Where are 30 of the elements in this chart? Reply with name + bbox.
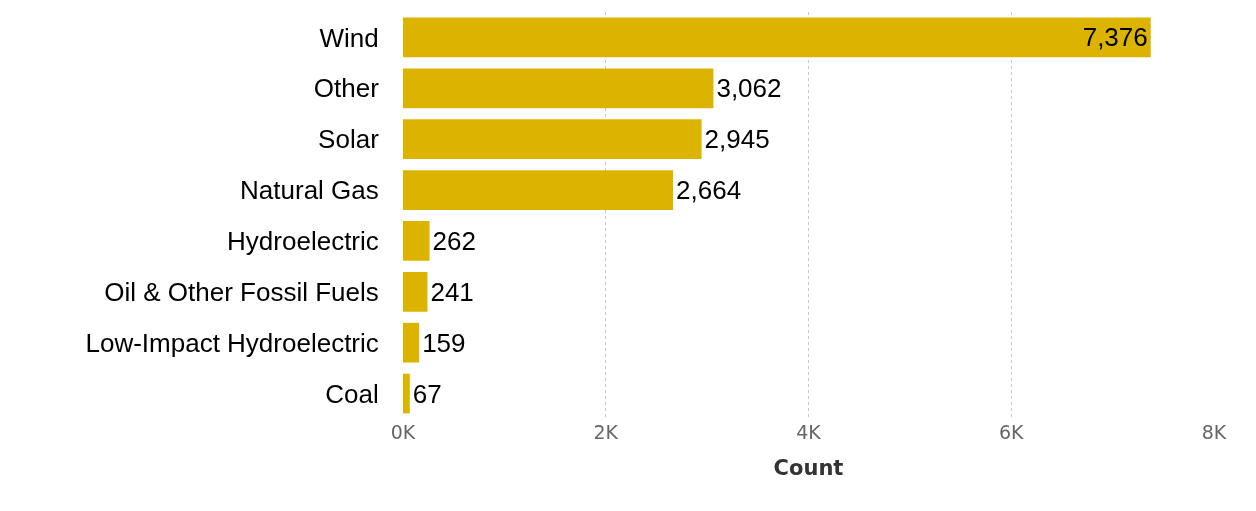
bar	[403, 17, 1151, 58]
data-label: 67	[412, 378, 442, 409]
x-tick-label: 6K	[998, 421, 1025, 443]
data-label: 262	[432, 225, 476, 256]
data-label: 241	[430, 276, 474, 307]
bar	[403, 170, 674, 210]
bar	[403, 68, 714, 109]
data-label: 2,945	[704, 124, 770, 155]
data-label: 2,664	[676, 175, 742, 206]
x-tick-label: 8K	[1201, 421, 1227, 443]
bar	[403, 119, 702, 160]
x-tick-label: 2K	[593, 421, 619, 443]
data-label: 7,376	[1082, 22, 1148, 53]
x-axis-title: Count	[773, 456, 844, 481]
y-tick-label: Natural Gas	[240, 175, 379, 206]
y-tick-label: Solar	[318, 124, 380, 155]
bar	[403, 221, 430, 261]
y-tick-label: Coal	[325, 378, 379, 409]
y-tick-label: Hydroelectric	[227, 226, 379, 257]
y-tick-label: Wind	[319, 22, 379, 53]
data-label: 159	[422, 327, 466, 358]
x-tick-label: 4K	[796, 421, 822, 443]
y-tick-label: Oil & Other Fossil Fuels	[104, 276, 379, 307]
y-tick-label: Low-Impact Hydroelectric	[85, 327, 379, 358]
bar	[403, 271, 428, 312]
y-tick-label: Other	[313, 73, 380, 104]
bar	[403, 322, 420, 363]
data-label: 3,062	[716, 73, 782, 104]
bar	[403, 373, 410, 414]
x-tick-label: 0K	[390, 421, 416, 443]
